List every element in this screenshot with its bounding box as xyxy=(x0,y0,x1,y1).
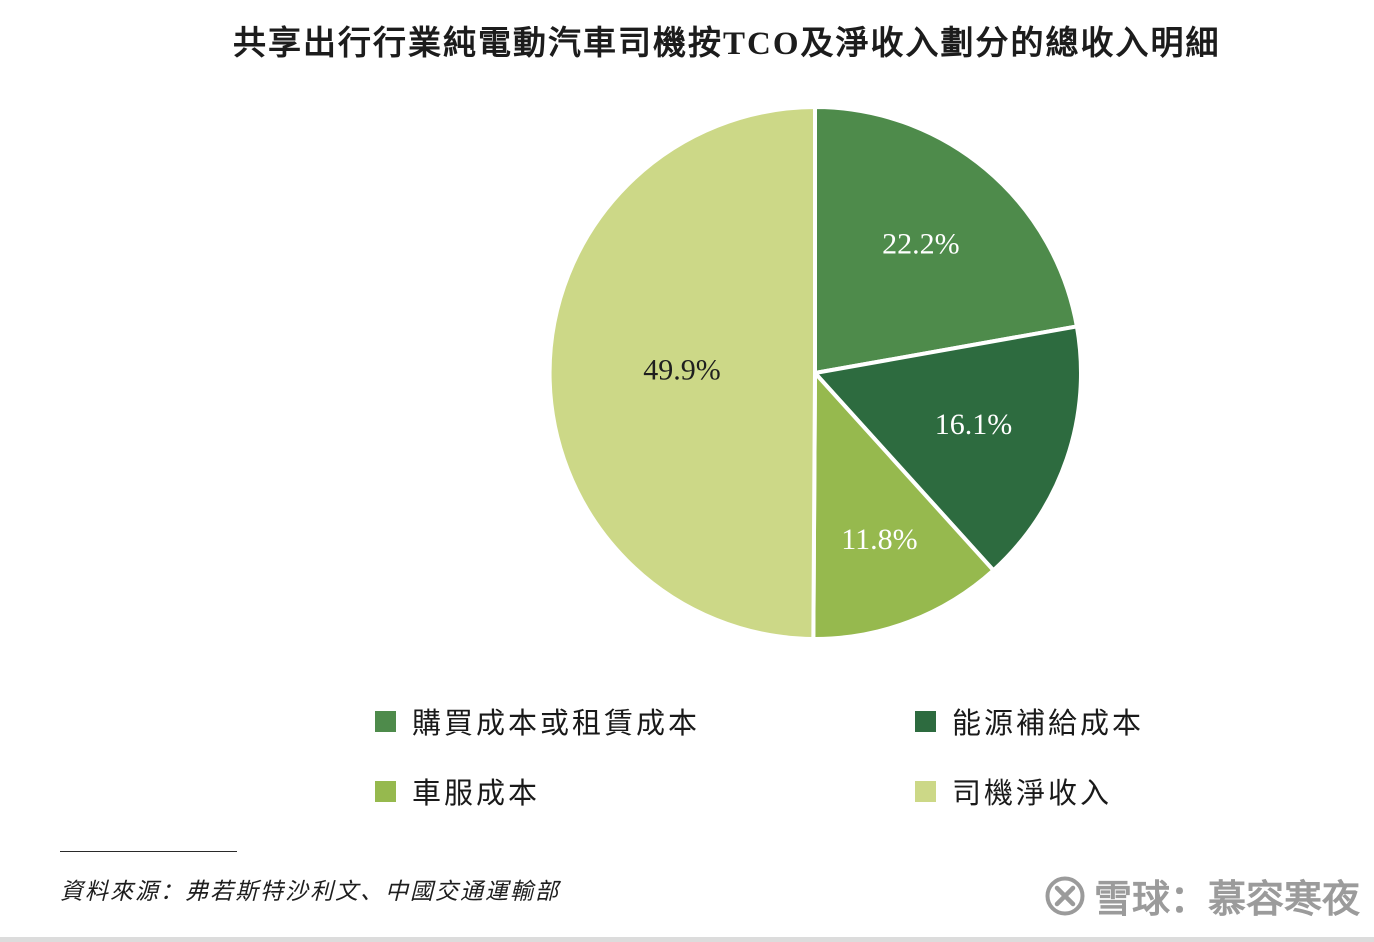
legend-item-purchase-or-rental-cost: 購買成本或租賃成本 xyxy=(375,700,700,742)
pie-value-label-3: 11.8% xyxy=(841,523,917,556)
legend-label: 司機淨收入 xyxy=(952,778,1113,810)
source-note: 資料來源：弗若斯特沙利文、中國交通運輸部 xyxy=(60,879,560,904)
xueqiu-logo-icon xyxy=(1045,876,1085,915)
pie-slice-4 xyxy=(547,105,817,641)
pie-value-label-4: 49.9% xyxy=(643,353,721,386)
legend-swatch-vehicle-service-cost xyxy=(375,780,396,802)
legend-swatch-purchase-or-rental-cost xyxy=(375,710,396,732)
pie-chart-svg: 22.2% 16.1% 11.8% 49.9% xyxy=(547,105,1083,641)
pie-slice-1 xyxy=(813,105,1079,375)
source-divider xyxy=(60,851,237,852)
legend-item-driver-net-income: 司機淨收入 xyxy=(915,770,1112,812)
legend-label: 購買成本或租賃成本 xyxy=(412,708,701,740)
legend-item-energy-refueling-cost: 能源補給成本 xyxy=(915,700,1144,742)
pie-slice-3 xyxy=(811,371,996,641)
legend-item-vehicle-service-cost: 車服成本 xyxy=(375,770,540,812)
pie-value-label-1: 22.2% xyxy=(882,227,960,260)
pie-slice-2 xyxy=(813,324,1083,573)
legend-swatch-driver-net-income xyxy=(915,780,936,802)
chart-title: 共享出行行業純電動汽車司機按TCO及淨收入劃分的總收入明細 xyxy=(233,26,1221,62)
watermark-text: 雪球：慕容寒夜 xyxy=(1093,879,1360,921)
legend-label: 能源補給成本 xyxy=(952,708,1145,740)
bottom-edge-strip xyxy=(0,937,1374,942)
legend-label: 車服成本 xyxy=(412,778,541,810)
pie-value-label-2: 16.1% xyxy=(935,408,1013,441)
pie-chart: 22.2% 16.1% 11.8% 49.9% xyxy=(545,103,1085,643)
legend-swatch-energy-refueling-cost xyxy=(915,710,936,732)
watermark: 雪球：慕容寒夜 xyxy=(1044,868,1360,923)
